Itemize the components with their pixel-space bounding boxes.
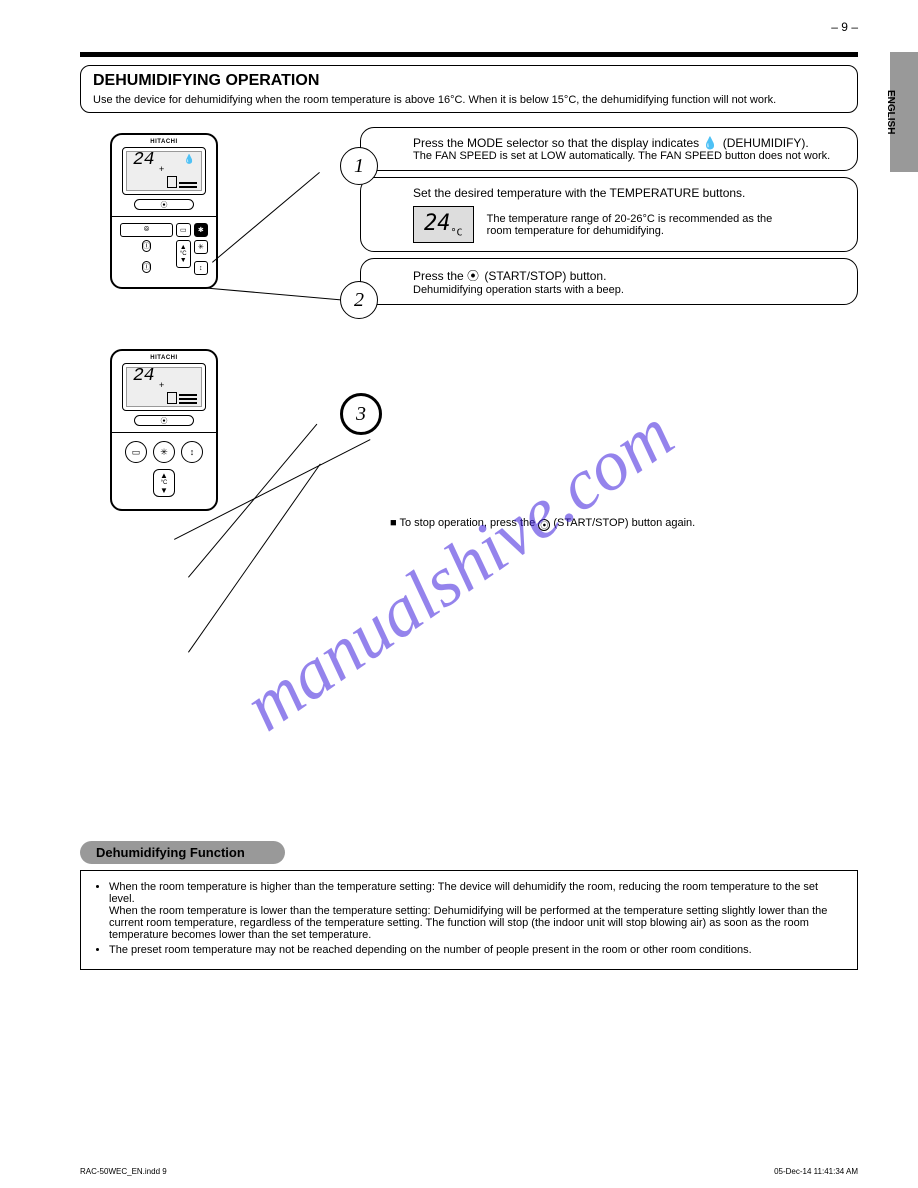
power-small-icon: ⦿: [538, 519, 550, 531]
section-subtitle: Use the device for dehumidifying when th…: [93, 94, 845, 106]
step-2-lcd-unit: °C: [451, 227, 463, 238]
fan-button: ✳: [194, 240, 209, 254]
remote-button-panel: ⦾ ▭ ✱ Ⓘ ▲ °C ▼ ✳ Ⓘ ↕: [112, 216, 216, 279]
step-2-title: Set the desired temperature with the TEM…: [413, 186, 845, 200]
header-rule: [80, 52, 858, 57]
page-number: – 9 –: [831, 20, 858, 34]
remote-full: HITACHI 24 + 💧 ⦿ ⦾: [110, 133, 218, 289]
language-tab: ENGLISH: [890, 52, 918, 172]
footer-filename: RAC-50WEC_EN.indd 9: [80, 1167, 167, 1176]
step-2-number: 2: [354, 289, 364, 312]
silent-button: Ⓘ: [142, 240, 151, 252]
temp-up-icon-b: ▲: [160, 471, 168, 480]
info-item-text: When the room temperature is higher than…: [109, 881, 818, 905]
section-title: DEHUMIDIFYING OPERATION: [93, 72, 845, 90]
step-3-title: Press the ⦿ (START/STOP) button.: [413, 267, 845, 284]
temp-down-icon-b: ▼: [160, 486, 168, 495]
power-icon-b: ⦿: [161, 416, 168, 426]
dehumidify-icon: 💧: [702, 136, 717, 150]
lcd-temp-b: 24: [133, 366, 155, 386]
step-3-box: Press the ⦿ (START/STOP) button. Dehumid…: [360, 258, 858, 305]
lcd-plus-icon-b: +: [159, 380, 164, 390]
step-1-number: 1: [354, 155, 364, 178]
lcd-temp: 24: [133, 150, 155, 170]
remote-lcd: 24 + 💧: [122, 147, 206, 195]
lcd-mode-box-icon: [167, 176, 177, 188]
mode-button-b: ▭: [125, 441, 147, 463]
power-inline-icon: ⦿: [467, 269, 479, 283]
step-1-title-prefix: Press the MODE selector so that the disp…: [413, 136, 702, 150]
step-3-body: Dehumidifying operation starts with a be…: [413, 284, 845, 296]
leave-home-button: Ⓘ: [142, 261, 151, 273]
powerful-button: ✱: [194, 223, 209, 237]
info-item-text: When the room temperature is lower than …: [109, 905, 827, 941]
info-box: When the room temperature is higher than…: [80, 870, 858, 970]
remote-brand-b: HITACHI: [112, 351, 216, 361]
stop-note: ■ To stop operation, press the ⦿ (START/…: [390, 517, 858, 531]
section-title-box: DEHUMIDIFYING OPERATION Use the device f…: [80, 65, 858, 113]
step-2-lcd: 24°C: [413, 206, 474, 243]
step-3-title-suffix: (START/STOP) button.: [484, 269, 606, 283]
temp-down-icon: ▼: [180, 257, 187, 264]
step-2-node: 2: [340, 281, 378, 319]
step-1-node: 1: [340, 147, 378, 185]
remote-b-button-panel: ▭ ✳ ↕ ▲ °C ▼: [112, 432, 216, 501]
lcd-mode-box-icon-b: [167, 392, 177, 404]
step-1-body: The FAN SPEED is set at LOW automaticall…: [413, 150, 845, 162]
power-icon: ⦿: [161, 200, 168, 210]
language-tab-label: ENGLISH: [885, 90, 896, 118]
step-3-number: 3: [356, 403, 366, 426]
step-3-title-prefix: Press the: [413, 269, 467, 283]
step-2-lcd-value: 24: [424, 211, 451, 236]
temp-up-down: ▲ °C ▼: [176, 240, 191, 268]
remote-lcd-b: 24 +: [122, 363, 206, 411]
lcd-plus-icon: +: [159, 164, 164, 174]
step-1-title-suffix: (DEHUMIDIFY).: [723, 136, 809, 150]
remote-brand: HITACHI: [112, 135, 216, 145]
step-1-title: Press the MODE selector so that the disp…: [413, 136, 845, 150]
info-item: The preset room temperature may not be r…: [109, 944, 845, 956]
step-1-box: Press the MODE selector so that the disp…: [360, 127, 858, 171]
eco-button: ⦾: [120, 223, 173, 237]
swing-button: ↕: [194, 261, 209, 275]
lcd-fan-icon-b: [179, 392, 197, 404]
stop-note-suffix: (START/STOP) button again.: [553, 517, 695, 529]
temp-up-down-b: ▲ °C ▼: [153, 469, 175, 497]
lcd-fan-icon: [179, 180, 197, 188]
step-3-node: 3: [340, 393, 382, 435]
swing-button-b: ↕: [181, 441, 203, 463]
step-2-body: The temperature range of 20-26°C is reco…: [487, 213, 787, 237]
remote-simple: HITACHI 24 + ⦿ ▭ ✳: [110, 349, 218, 511]
stop-note-prefix: ■ To stop operation, press the: [390, 517, 538, 529]
start-stop-button-b: ⦿: [134, 415, 194, 426]
mode-button: ▭: [176, 223, 191, 237]
info-item: When the room temperature is higher than…: [109, 881, 845, 941]
footer-timestamp: 05-Dec-14 11:41:34 AM: [774, 1167, 858, 1176]
print-footer-time: 05-Dec-14 11:41:34 AM: [774, 1167, 858, 1176]
step-2-box: Set the desired temperature with the TEM…: [360, 177, 858, 252]
print-footer: RAC-50WEC_EN.indd 9: [80, 1167, 167, 1176]
start-stop-button: ⦿: [134, 199, 194, 210]
lcd-mode-dehumidify-icon: 💧: [184, 154, 195, 165]
info-pill: Dehumidifying Function: [80, 841, 285, 864]
temp-up-icon: ▲: [180, 244, 187, 251]
fan-button-b: ✳: [153, 441, 175, 463]
